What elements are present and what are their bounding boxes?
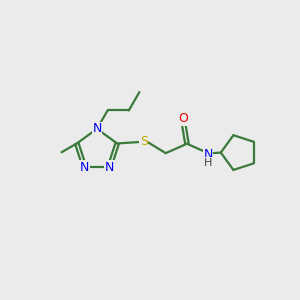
Text: O: O — [178, 112, 188, 125]
Text: H: H — [204, 158, 212, 168]
Text: N: N — [92, 122, 102, 135]
Text: N: N — [80, 161, 89, 174]
Text: N: N — [203, 148, 213, 161]
Text: S: S — [140, 136, 148, 148]
Text: N: N — [105, 161, 114, 174]
